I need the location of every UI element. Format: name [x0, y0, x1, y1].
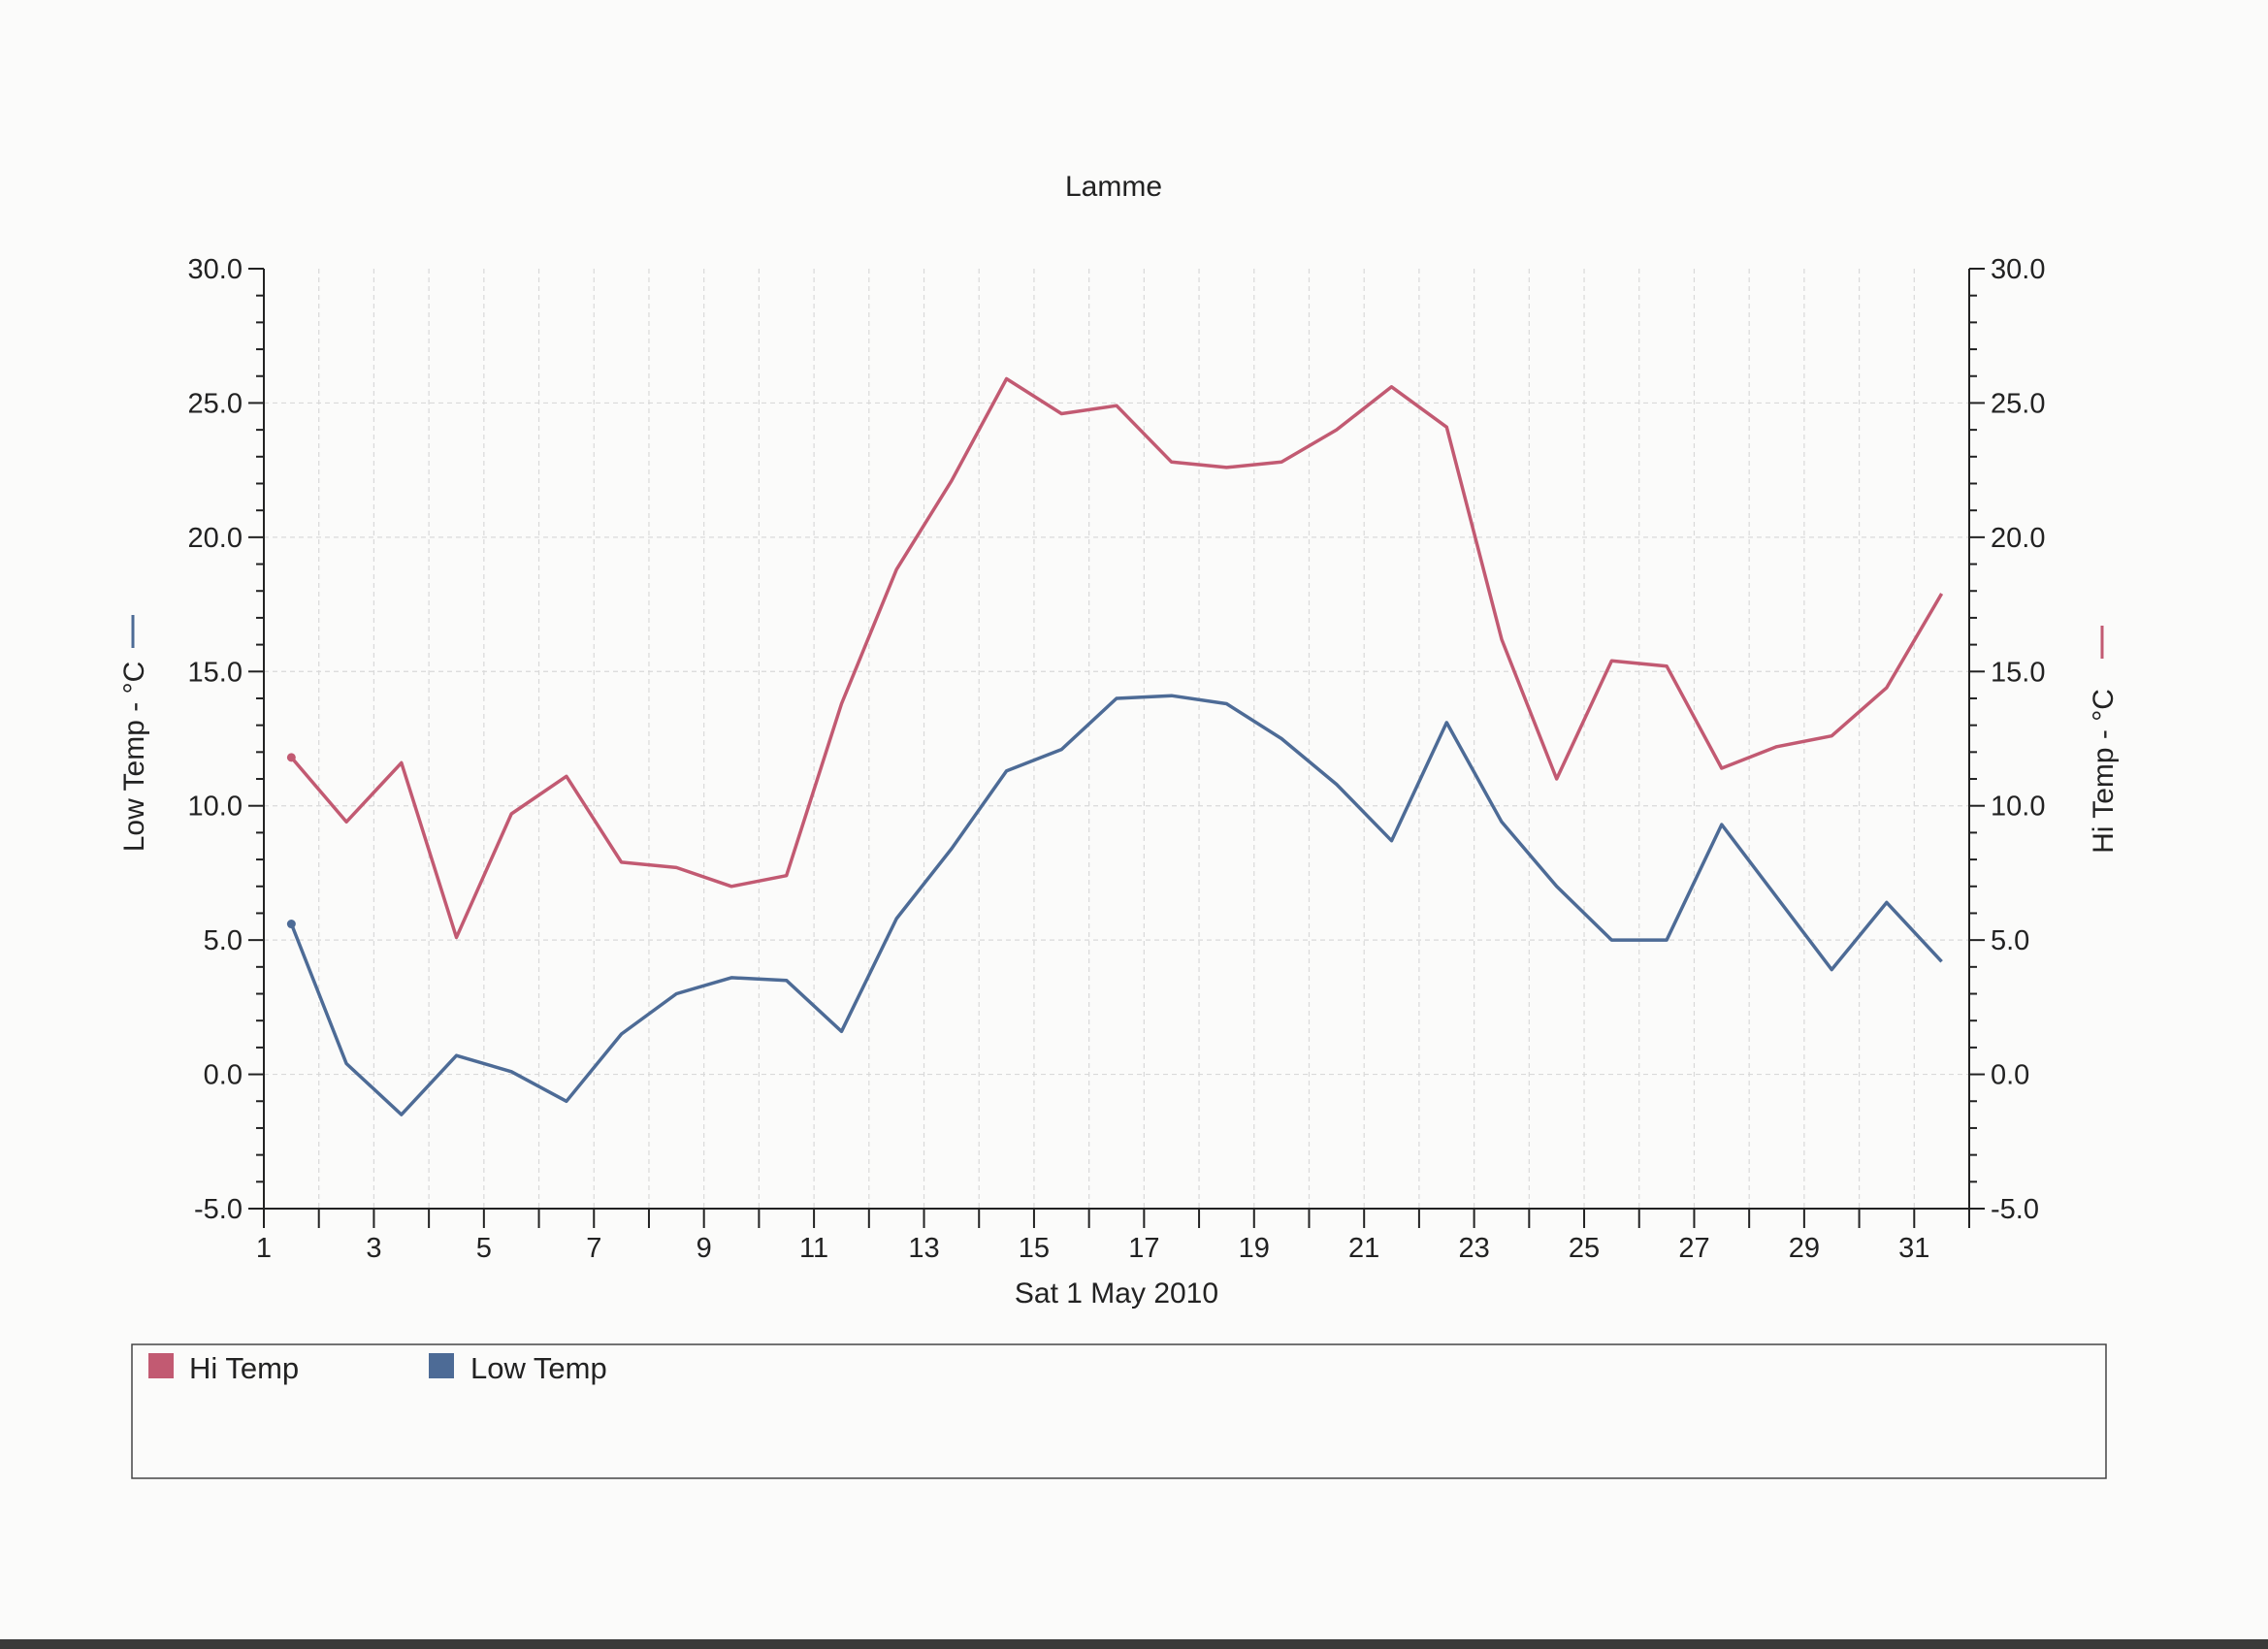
legend-swatch-hi-temp [148, 1353, 174, 1378]
grid [264, 269, 1969, 1209]
x-axis-title: Sat 1 May 2010 [1015, 1277, 1218, 1310]
x-tick-label: 31 [1898, 1233, 1929, 1264]
right-y-tick-label: -5.0 [1991, 1194, 2039, 1225]
x-tick-label: 25 [1569, 1233, 1600, 1264]
right-y-tick-label: 5.0 [1991, 925, 2029, 956]
left-y-tick-label: 30.0 [188, 254, 243, 285]
page-bottom-edge [0, 1639, 2268, 1649]
left-y-tick-label: 25.0 [188, 388, 243, 419]
chart-title: Lamme [1065, 171, 1162, 203]
left-y-tick-label: 10.0 [188, 792, 243, 823]
left-y-tick-label: 5.0 [204, 925, 243, 956]
x-tick-label: 23 [1458, 1233, 1489, 1264]
legend-label-hi-temp: Hi Temp [189, 1351, 299, 1385]
x-tick-label: 13 [908, 1233, 939, 1264]
x-tick-label: 19 [1239, 1233, 1270, 1264]
x-tick-label: 11 [799, 1233, 828, 1264]
series-line-hi-temp [290, 376, 1944, 940]
legend-box [131, 1343, 2107, 1479]
ticks: 1 3 5 7 9 11 13 15 17 19 21 23 25 27 29 31-5.0 -5.00.0 0.… [188, 254, 2046, 1264]
left-y-tick-label: -5.0 [194, 1194, 243, 1225]
series-line-low-temp [289, 694, 1943, 1116]
x-tick-label: 9 [697, 1233, 712, 1264]
x-tick-label: 27 [1678, 1233, 1709, 1264]
series-start-point-hi-temp [286, 753, 296, 762]
legend-swatch-low-temp [429, 1353, 454, 1378]
right-y-tick-label: 30.0 [1991, 254, 2045, 285]
legend-label-low-temp: Low Temp [470, 1351, 607, 1385]
right-y-tick-label: 15.0 [1991, 657, 2045, 688]
left-y-axis-title: Low Temp - °C [118, 662, 150, 853]
right-y-tick-label: 20.0 [1991, 523, 2045, 554]
left-y-tick-label: 20.0 [188, 523, 243, 554]
right-y-tick-label: 10.0 [1991, 792, 2045, 823]
x-tick-label: 17 [1128, 1233, 1159, 1264]
left-y-tick-label: 15.0 [188, 657, 243, 688]
x-tick-label: 29 [1789, 1233, 1820, 1264]
x-tick-label: 7 [586, 1233, 601, 1264]
right-y-axis-title: Hi Temp - °C [2088, 689, 2120, 854]
series-start-point-low-temp [286, 920, 296, 929]
x-tick-label: 1 [256, 1233, 272, 1264]
right-y-tick-label: 0.0 [1991, 1060, 2029, 1091]
x-tick-label: 5 [476, 1233, 492, 1264]
right-y-tick-label: 25.0 [1991, 388, 2045, 419]
x-tick-label: 3 [366, 1233, 381, 1264]
left-y-tick-label: 0.0 [204, 1060, 243, 1091]
axes [263, 269, 1970, 1210]
series [286, 376, 1944, 1116]
x-tick-label: 15 [1019, 1233, 1050, 1264]
x-tick-label: 21 [1348, 1233, 1379, 1264]
